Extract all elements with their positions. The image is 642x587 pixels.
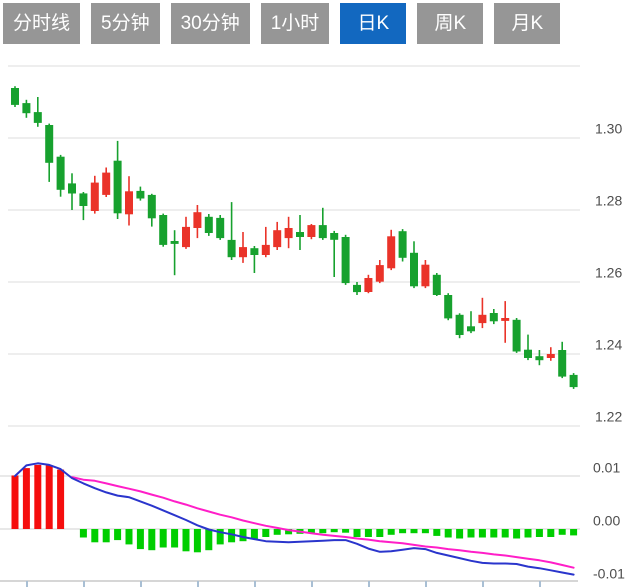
- candlestick-series: [11, 86, 578, 389]
- tab-timeframe-0[interactable]: 分时线: [3, 3, 81, 44]
- dea-line: [71, 476, 575, 569]
- tab-timeframe-3[interactable]: 1小时: [260, 3, 330, 44]
- macd-axis-labels: 0.01 0.00 -0.01: [593, 460, 625, 582]
- timeframe-tabbar: 分时线 5分钟 30分钟 1小时 日K 周K 月K: [3, 3, 561, 44]
- price-axis-labels: 1.30 1.28 1.26 1.24 1.22: [595, 121, 622, 425]
- price-tick-label: 1.28: [595, 193, 622, 209]
- price-tick-label: 1.24: [595, 337, 622, 353]
- tab-timeframe-2[interactable]: 30分钟: [170, 3, 250, 44]
- price-tick-label: 1.22: [595, 409, 622, 425]
- dif-line: [14, 462, 575, 576]
- macd-dif-dea-lines: [14, 462, 575, 576]
- price-tick-label: 1.30: [595, 121, 622, 137]
- macd-tick-label: 0.00: [593, 513, 620, 529]
- macd-histogram: [11, 464, 578, 553]
- tab-timeframe-1[interactable]: 5分钟: [91, 3, 160, 44]
- price-tick-label: 1.26: [595, 265, 622, 281]
- tab-timeframe-6[interactable]: 月K: [494, 3, 561, 44]
- macd-tick-label: 0.01: [593, 460, 620, 476]
- tab-timeframe-4[interactable]: 日K: [340, 3, 407, 44]
- macd-tick-label: -0.01: [593, 566, 625, 582]
- time-axis: [0, 580, 578, 587]
- price-gridlines: [8, 65, 580, 427]
- tab-timeframe-5[interactable]: 周K: [417, 3, 484, 44]
